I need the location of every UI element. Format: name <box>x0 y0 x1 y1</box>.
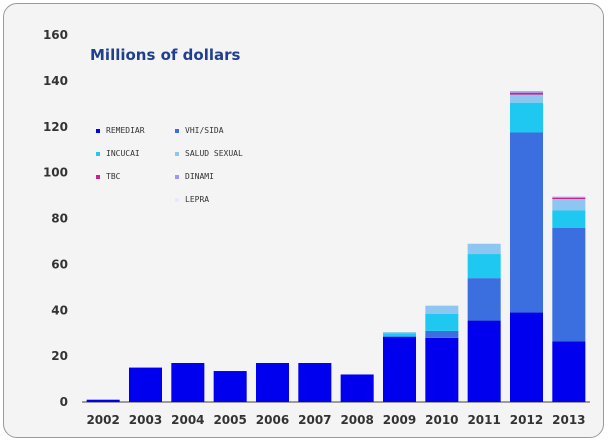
x-tick-label: 2002 <box>86 413 119 427</box>
bar-segment-remediar-2008 <box>340 374 374 402</box>
bar-segment-incucai-2009 <box>382 333 417 337</box>
bar-segment-incucai-2011 <box>467 254 501 279</box>
bar-segment-incucai-2010 <box>425 313 459 331</box>
x-tick-label: 2010 <box>425 413 458 427</box>
bar-segment-incucai-2012 <box>509 102 544 133</box>
legend-label: DINAMI <box>185 172 214 181</box>
y-tick-label: 120 <box>43 120 68 134</box>
legend-swatch <box>175 129 179 133</box>
bar-segment-remediar-2002 <box>86 399 120 402</box>
y-tick-label: 60 <box>51 257 68 271</box>
bar-segment-salud-sexual-2013 <box>552 199 586 211</box>
bar-segment-remediar-2005 <box>213 371 247 402</box>
y-tick-label: 100 <box>43 166 68 180</box>
legend-swatch <box>175 152 179 156</box>
bar-segment-dinami-2013 <box>552 196 586 198</box>
bar-segment-remediar-2009 <box>382 336 417 402</box>
x-tick-label: 2011 <box>467 413 500 427</box>
chart-title: Millions of dollars <box>90 46 241 64</box>
x-axis: 2002 2003 2004 2005 2006 2007 2008 2009 2010 2011… <box>86 413 585 427</box>
bar-segment-remediar-2004 <box>171 363 205 402</box>
bar-segment-remediar-2011 <box>467 320 501 402</box>
legend-swatch <box>175 175 179 179</box>
legend-label: SALUD SEXUAL <box>185 149 243 158</box>
bar-segment-vhi-sida-2012 <box>509 132 544 313</box>
x-tick-label: 2004 <box>171 413 204 427</box>
bar-segment-incucai-2013 <box>552 210 586 228</box>
bar-segment-remediar-2003 <box>128 367 163 402</box>
bar-segment-remediar-2013 <box>552 341 586 402</box>
bar-segment-salud-sexual-2009 <box>382 332 417 334</box>
bar-segment-vhi-sida-2010 <box>425 330 459 338</box>
bar-segment-salud-sexual-2010 <box>425 305 459 314</box>
bar-segment-remediar-2010 <box>425 337 459 402</box>
legend-swatch <box>96 152 100 156</box>
bar-segment-tbc-2012 <box>509 92 544 95</box>
y-tick-label: 80 <box>51 212 68 226</box>
y-tick-label: 140 <box>43 74 68 88</box>
x-tick-label: 2013 <box>552 413 585 427</box>
bar-segment-salud-sexual-2011 <box>467 243 501 255</box>
legend-swatch <box>175 198 179 202</box>
bar-segment-vhi-sida-2013 <box>552 227 586 342</box>
bar-segment-tbc-2013 <box>552 197 586 200</box>
bar-segment-remediar-2012 <box>509 312 544 402</box>
bar-segment-dinami-2012 <box>509 91 544 93</box>
bar-segment-vhi-sida-2011 <box>467 278 501 321</box>
y-tick-label: 0 <box>60 395 68 409</box>
y-tick-label: 20 <box>51 349 68 363</box>
y-axis: 0 20 40 60 80 100 120 140 160 <box>43 28 590 409</box>
x-tick-label: 2006 <box>256 413 289 427</box>
x-tick-label: 2012 <box>510 413 543 427</box>
legend-swatch <box>96 129 100 133</box>
legend-label: VHI/SIDA <box>185 126 224 135</box>
legend-label: INCUCAI <box>106 149 140 158</box>
bars <box>86 91 586 402</box>
legend: REMEDIAR VHI/SIDA INCUCAI SALUD SEXUAL TBC DI… <box>96 126 243 204</box>
legend-label: TBC <box>106 172 121 181</box>
bar-segment-remediar-2007 <box>298 363 332 402</box>
legend-label: LEPRA <box>185 195 209 204</box>
legend-swatch <box>96 175 100 179</box>
x-tick-label: 2003 <box>129 413 162 427</box>
y-tick-label: 160 <box>43 28 68 42</box>
bar-segment-remediar-2006 <box>255 363 290 402</box>
bar-segment-salud-sexual-2012 <box>509 94 544 103</box>
legend-label: REMEDIAR <box>106 126 145 135</box>
x-tick-label: 2007 <box>298 413 331 427</box>
x-tick-label: 2009 <box>383 413 416 427</box>
x-tick-label: 2008 <box>340 413 373 427</box>
y-tick-label: 40 <box>51 303 68 317</box>
x-tick-label: 2005 <box>213 413 246 427</box>
